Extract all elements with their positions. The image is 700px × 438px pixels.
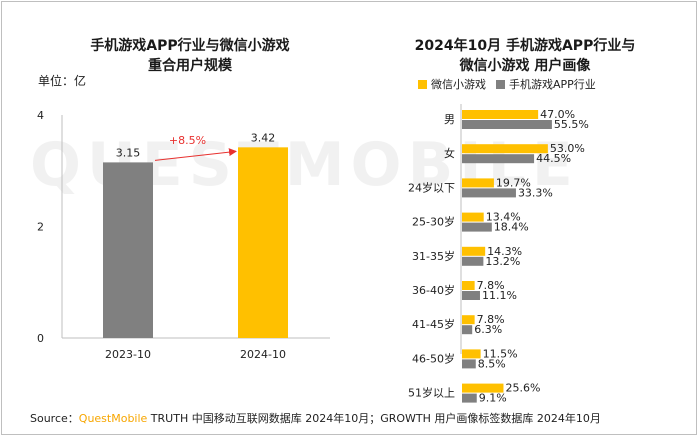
wechat-bar-value-label: 7.8% [477, 279, 505, 292]
right-chart-title: 2024年10月 手机游戏APP行业与 微信小游戏 用户画像 [395, 36, 655, 76]
source-prefix: Source： [30, 412, 79, 425]
wechat-bar [462, 212, 484, 222]
app-bar-value-label: 6.3% [474, 323, 502, 336]
app-bar [462, 120, 552, 129]
right-category-label: 25-30岁 [412, 215, 455, 229]
app-bar [462, 393, 477, 403]
left-y-tick-label: 0 [37, 332, 44, 345]
wechat-bar [462, 281, 475, 290]
left-chart-unit: 单位：亿 [38, 74, 87, 88]
app-bar-value-label: 9.1% [479, 392, 507, 405]
wechat-bar [462, 178, 494, 188]
wechat-bar-value-label: 13.4% [486, 211, 521, 224]
growth-label: +8.5% [169, 134, 206, 147]
app-bar-value-label: 8.5% [478, 357, 506, 370]
wechat-bar-value-label: 7.8% [477, 313, 505, 326]
app-bar [462, 188, 516, 198]
app-bar [462, 256, 484, 266]
app-bar-value-label: 55.5% [554, 118, 589, 131]
app-bar-value-label: 13.2% [485, 255, 520, 268]
right-category-label: 46-50岁 [412, 351, 455, 365]
legend-swatch-app [496, 79, 505, 89]
wechat-bar-value-label: 14.3% [487, 245, 522, 258]
right-chart-legend: 微信小游戏 手机游戏APP行业 [418, 76, 606, 92]
source-rest: TRUTH 中国移动互联网数据库 2024年10月；GROWTH 用户画像标签数… [147, 412, 601, 425]
legend-item-app: 手机游戏APP行业 [496, 76, 596, 92]
app-bar [462, 359, 476, 369]
left-chart-title-line2: 重合用户规模 [148, 58, 232, 74]
left-x-tick-label: 2023-10 [105, 348, 151, 361]
wechat-bar [462, 246, 486, 256]
legend-item-wechat: 微信小游戏 [418, 76, 486, 92]
wechat-bar-value-label: 11.5% [483, 347, 518, 360]
growth-arrow [154, 148, 237, 161]
left-y-tick-label: 2 [37, 221, 44, 234]
right-chart-title-line2: 微信小游戏 用户画像 [459, 58, 591, 74]
left-bar [103, 162, 153, 338]
wechat-bar [462, 144, 548, 154]
wechat-bar [462, 349, 481, 359]
legend-swatch-wechat [418, 79, 427, 89]
source-brand: QuestMobile [78, 412, 148, 425]
wechat-bar-value-label: 47.0% [540, 108, 575, 121]
app-bar [462, 222, 492, 232]
wechat-bar [462, 383, 504, 393]
app-bar-value-label: 11.1% [482, 289, 517, 302]
app-bar [462, 325, 473, 335]
legend-label-app: 手机游戏APP行业 [509, 78, 596, 91]
wechat-bar [462, 110, 539, 119]
left-bar-value-label: 3.15 [116, 146, 141, 159]
right-category-label: 51岁以上 [408, 386, 455, 400]
app-bar [462, 291, 480, 300]
app-bar-value-label: 44.5% [536, 152, 571, 165]
wechat-bar-value-label: 25.6% [505, 382, 540, 395]
left-bar [238, 147, 288, 338]
legend-label-wechat: 微信小游戏 [431, 78, 486, 91]
wechat-bar [462, 315, 475, 325]
right-category-label: 24岁以下 [408, 180, 455, 194]
right-chart-title-line1: 2024年10月 手机游戏APP行业与 [414, 38, 636, 54]
right-category-label: 41-45岁 [412, 317, 455, 331]
right-category-label: 31-35岁 [412, 249, 455, 263]
left-y-tick-label: 4 [37, 109, 44, 122]
right-category-label: 36-40岁 [412, 283, 455, 297]
right-category-label: 男 [444, 113, 455, 126]
left-chart-title: 手机游戏APP行业与微信小游戏 重合用户规模 [60, 36, 320, 76]
app-bar-value-label: 33.3% [518, 186, 553, 199]
wechat-bar-value-label: 53.0% [550, 142, 585, 155]
left-chart-title-line1: 手机游戏APP行业与微信小游戏 [90, 38, 290, 54]
app-bar [462, 154, 535, 164]
left-bar-value-label: 3.42 [251, 131, 276, 144]
right-category-label: 女 [444, 146, 455, 160]
left-x-tick-label: 2024-10 [240, 348, 286, 361]
app-bar-value-label: 18.4% [494, 221, 529, 234]
wechat-bar-value-label: 19.7% [496, 176, 531, 189]
source-note: Source：QuestMobile TRUTH 中国移动互联网数据库 2024… [30, 410, 601, 426]
